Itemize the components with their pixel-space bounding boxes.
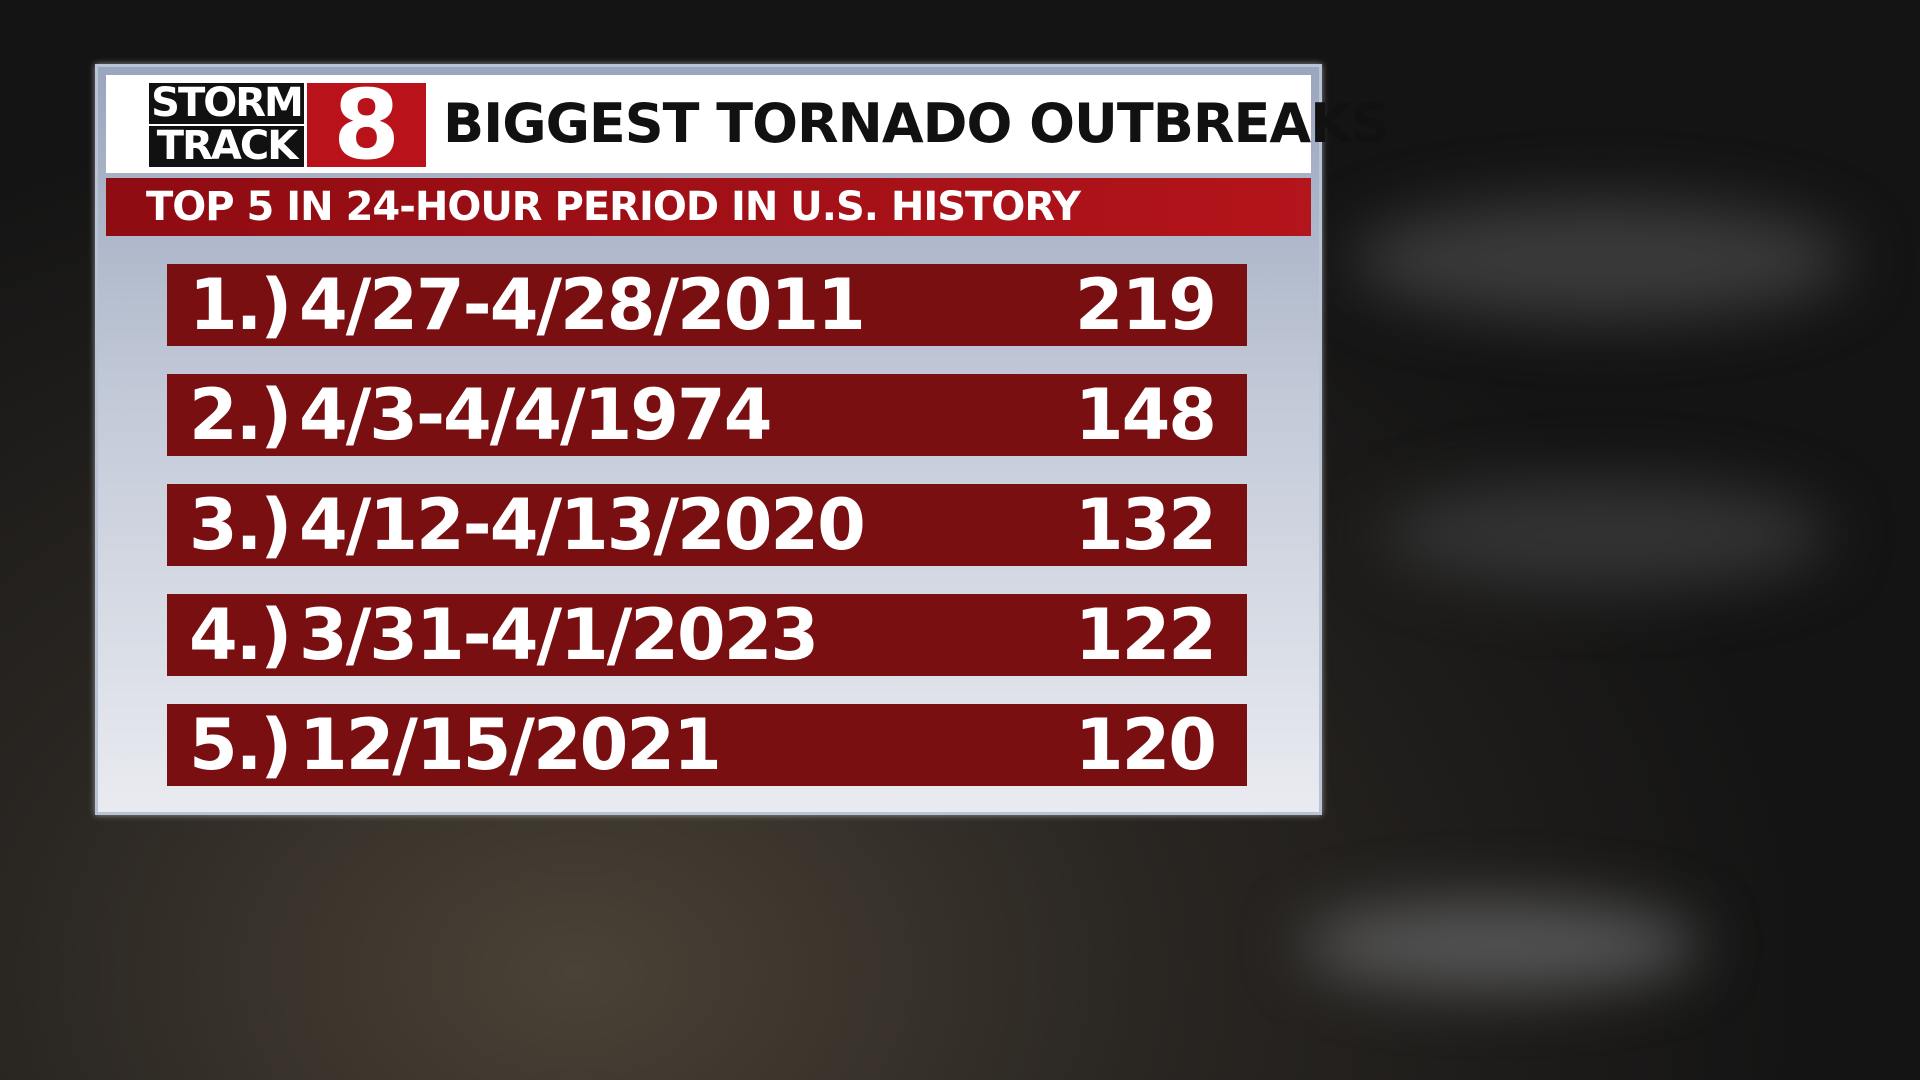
- table-row: 4.) 3/31-4/1/2023 122: [167, 594, 1247, 676]
- logo-number: 8: [307, 77, 426, 173]
- date: 4/3-4/4/1974: [299, 374, 772, 456]
- cloud: [1350, 200, 1850, 320]
- cloud: [1380, 480, 1830, 590]
- tornado-count: 120: [1074, 704, 1217, 786]
- logo-word: STORM: [149, 83, 304, 124]
- header: STORM TRACK 8 BIGGEST TORNADO OUTBREAKS: [106, 75, 1390, 173]
- table-row: 1.) 4/27-4/28/2011 219: [167, 264, 1247, 346]
- subtitle: TOP 5 IN 24-HOUR PERIOD IN U.S. HISTORY: [146, 184, 1081, 230]
- title: BIGGEST TORNADO OUTBREAKS: [443, 92, 1390, 155]
- date: 4/27-4/28/2011: [299, 264, 866, 346]
- date: 3/31-4/1/2023: [299, 594, 819, 676]
- logo: STORM TRACK 8: [149, 77, 426, 173]
- table-row: 3.) 4/12-4/13/2020 132: [167, 484, 1247, 566]
- rank: 3.): [189, 484, 292, 566]
- table-row: 2.) 4/3-4/4/1974 148: [167, 374, 1247, 456]
- cloud: [1300, 900, 1700, 990]
- rank: 1.): [189, 264, 292, 346]
- rank: 2.): [189, 374, 292, 456]
- subtitle-bar: TOP 5 IN 24-HOUR PERIOD IN U.S. HISTORY: [106, 178, 1311, 236]
- logo-word: TRACK: [149, 126, 304, 167]
- tornado-count: 219: [1074, 264, 1217, 346]
- tornado-count: 148: [1074, 374, 1217, 456]
- tornado-count: 122: [1074, 594, 1217, 676]
- rank: 4.): [189, 594, 292, 676]
- panel: STORM TRACK 8 BIGGEST TORNADO OUTBREAKS …: [95, 64, 1390, 815]
- rank: 5.): [189, 704, 292, 786]
- date: 12/15/2021: [299, 704, 722, 786]
- tornado-count: 132: [1074, 484, 1217, 566]
- date: 4/12-4/13/2020: [299, 484, 866, 566]
- table-row: 5.) 12/15/2021 120: [167, 704, 1247, 786]
